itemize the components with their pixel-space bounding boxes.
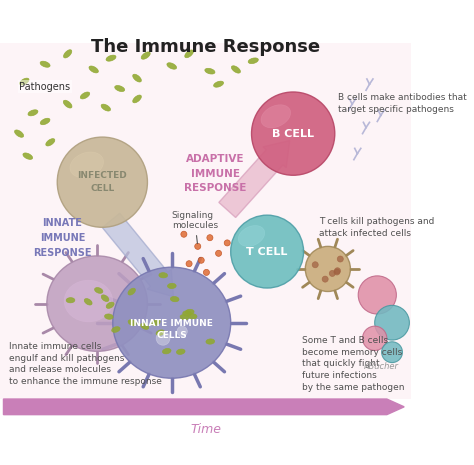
Bar — [0, 43, 411, 399]
Circle shape — [186, 261, 192, 267]
Circle shape — [312, 262, 318, 268]
Text: Innate immune cells
engulf and kill pathogens
and release molecules
to enhance t: Innate immune cells engulf and kill path… — [9, 342, 162, 386]
Ellipse shape — [206, 339, 215, 344]
Text: Time: Time — [190, 423, 221, 436]
Circle shape — [198, 257, 204, 263]
Ellipse shape — [95, 287, 103, 293]
Circle shape — [329, 270, 336, 277]
Circle shape — [177, 326, 187, 337]
Ellipse shape — [185, 50, 193, 58]
Ellipse shape — [84, 299, 92, 305]
Ellipse shape — [156, 330, 164, 335]
Ellipse shape — [176, 349, 185, 354]
Text: Pathogens: Pathogens — [19, 82, 70, 92]
Text: INNATE
IMMUNE
RESPONSE: INNATE IMMUNE RESPONSE — [33, 218, 91, 258]
Circle shape — [207, 235, 213, 241]
Circle shape — [216, 250, 222, 256]
Ellipse shape — [248, 58, 258, 64]
Circle shape — [57, 137, 147, 227]
Ellipse shape — [80, 92, 90, 99]
Ellipse shape — [15, 130, 24, 137]
Text: INFECTED
CELL: INFECTED CELL — [77, 172, 127, 193]
Ellipse shape — [115, 86, 125, 92]
Ellipse shape — [101, 295, 109, 301]
Ellipse shape — [70, 152, 103, 178]
Circle shape — [363, 326, 387, 351]
Circle shape — [335, 268, 340, 274]
Ellipse shape — [106, 55, 116, 61]
Ellipse shape — [163, 348, 171, 354]
Ellipse shape — [141, 52, 150, 59]
Circle shape — [382, 342, 402, 363]
Text: T cells kill pathogens and
attack infected cells: T cells kill pathogens and attack infect… — [319, 217, 435, 238]
Circle shape — [374, 306, 410, 340]
FancyArrow shape — [219, 140, 290, 218]
Ellipse shape — [133, 95, 141, 103]
Circle shape — [181, 231, 187, 237]
Text: Signaling
molecules: Signaling molecules — [172, 211, 218, 244]
Text: Some T and B cells
become memory cells
that quickly fight
future infections
by t: Some T and B cells become memory cells t… — [302, 336, 404, 392]
Ellipse shape — [167, 63, 177, 69]
Ellipse shape — [23, 153, 33, 159]
FancyArrow shape — [102, 213, 173, 297]
Text: INNATE IMMUNE
CELLS: INNATE IMMUNE CELLS — [130, 319, 213, 340]
Ellipse shape — [185, 309, 194, 314]
Ellipse shape — [128, 320, 137, 325]
Circle shape — [337, 256, 343, 262]
Ellipse shape — [47, 256, 147, 352]
Ellipse shape — [159, 272, 168, 278]
Ellipse shape — [152, 320, 160, 325]
Text: IMMEDIATE RESPONSE: IMMEDIATE RESPONSE — [12, 402, 144, 412]
Ellipse shape — [182, 311, 191, 316]
Text: The Immune Response: The Immune Response — [91, 38, 320, 56]
Text: ADAPTIVE
IMMUNE
RESPONSE: ADAPTIVE IMMUNE RESPONSE — [184, 154, 246, 193]
Ellipse shape — [180, 314, 189, 320]
Circle shape — [322, 276, 328, 282]
Ellipse shape — [64, 100, 72, 108]
Ellipse shape — [46, 139, 55, 146]
Circle shape — [156, 332, 170, 345]
FancyArrow shape — [3, 399, 404, 415]
Text: KBucher: KBucher — [364, 362, 399, 371]
Circle shape — [195, 243, 201, 249]
Ellipse shape — [205, 68, 215, 74]
Ellipse shape — [106, 302, 114, 308]
Ellipse shape — [64, 280, 113, 322]
Circle shape — [358, 276, 396, 314]
Ellipse shape — [105, 314, 113, 319]
Ellipse shape — [231, 66, 240, 73]
Circle shape — [231, 215, 303, 288]
Ellipse shape — [89, 66, 99, 73]
Ellipse shape — [167, 283, 176, 289]
Ellipse shape — [170, 297, 179, 302]
Text: B cells make antibodies that
target specific pathogens: B cells make antibodies that target spec… — [338, 93, 467, 113]
Ellipse shape — [40, 61, 50, 67]
Text: DELAYED RESPONSE: DELAYED RESPONSE — [253, 402, 372, 412]
Ellipse shape — [64, 50, 72, 58]
Ellipse shape — [133, 74, 141, 82]
Ellipse shape — [128, 288, 136, 295]
Ellipse shape — [28, 110, 38, 116]
Text: B CELL: B CELL — [272, 129, 314, 139]
Ellipse shape — [40, 118, 50, 125]
Ellipse shape — [261, 105, 291, 128]
Ellipse shape — [113, 267, 231, 378]
Ellipse shape — [66, 298, 75, 303]
Ellipse shape — [214, 81, 224, 87]
Circle shape — [203, 269, 210, 275]
Circle shape — [334, 269, 340, 275]
Ellipse shape — [141, 323, 149, 329]
Ellipse shape — [112, 327, 120, 332]
Ellipse shape — [19, 78, 29, 85]
Text: T CELL: T CELL — [246, 246, 288, 257]
Circle shape — [224, 240, 230, 246]
Ellipse shape — [101, 104, 110, 111]
Circle shape — [252, 92, 335, 175]
Circle shape — [305, 246, 350, 292]
Ellipse shape — [238, 226, 265, 246]
Ellipse shape — [188, 314, 197, 319]
